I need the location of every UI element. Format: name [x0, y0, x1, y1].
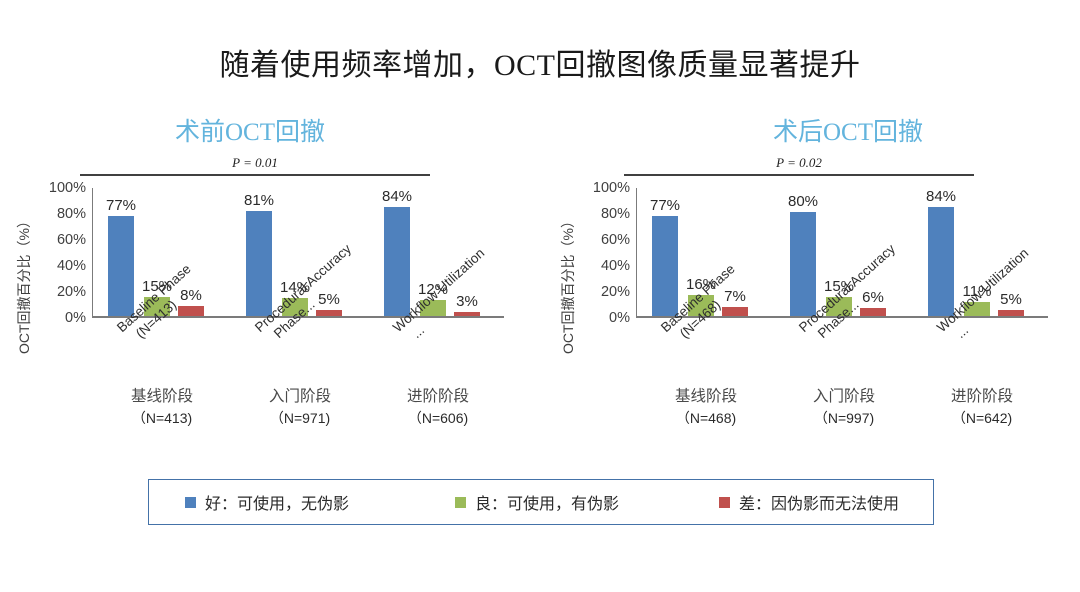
bar-group: 77% 16% 7%: [646, 188, 764, 316]
bar-value-label: 15%: [141, 277, 173, 295]
y-axis-line: [636, 188, 637, 318]
p-value-annotation: P = 0.02: [776, 155, 822, 170]
bar-value-label: 11%: [962, 282, 992, 300]
y-axis-tick-label: 40%: [600, 258, 630, 274]
bar[interactable]: 80%: [788, 193, 818, 316]
bar-value-label: 14%: [279, 278, 311, 296]
category-name: 入门阶段: [812, 388, 875, 405]
category-name: 进阶阶段: [406, 388, 469, 405]
panel-title: 术前OCT回撤: [174, 119, 325, 146]
legend-swatch-fair: [455, 496, 467, 508]
bar[interactable]: 8%: [178, 287, 204, 316]
bar[interactable]: 5%: [998, 291, 1024, 316]
bar[interactable]: 12%: [418, 281, 448, 316]
bar-group: 80% 15% 6%: [784, 188, 902, 316]
y-axis-tick-label: 20%: [600, 284, 630, 300]
bar-value-label: 15%: [823, 277, 855, 295]
bar-value-label: 6%: [862, 289, 884, 307]
bar-value-label: 77%: [649, 196, 681, 214]
category-sample-size: （N=642): [951, 410, 1013, 427]
y-axis-tick-label: 80%: [600, 206, 630, 222]
bar-value-label: 5%: [318, 290, 340, 308]
y-axis-tick-label: 80%: [56, 206, 86, 222]
x-axis-category-label-cn: 入门阶段 （N=971): [230, 386, 370, 429]
bar-value-label: 7%: [724, 287, 746, 305]
y-axis-tick-label: 40%: [56, 258, 86, 274]
category-sample-size: （N=997): [813, 410, 875, 427]
y-axis-tick-label: 100%: [592, 180, 630, 196]
category-name: 基线阶段: [130, 388, 193, 405]
bar[interactable]: 15%: [824, 278, 854, 316]
legend-label: 良：可使用，有伪影: [475, 496, 620, 513]
y-axis-tick-label: 60%: [600, 232, 630, 248]
bar-value-label: 84%: [381, 187, 413, 205]
legend-item[interactable]: 好：可使用，无伪影: [185, 490, 349, 514]
x-axis-category-label-cn: 进阶阶段 （N=642): [912, 386, 1052, 429]
bar-value-label: 12%: [417, 281, 449, 299]
bar[interactable]: 15%: [142, 278, 172, 316]
y-axis-tick-label: 0%: [65, 310, 86, 326]
panel-title: 术后OCT回撤: [772, 119, 923, 146]
legend-label: 好：可使用，无伪影: [205, 496, 350, 513]
bar-group: 77% 15% 8%: [102, 188, 220, 316]
bar-value-label: 5%: [1000, 290, 1022, 308]
bar[interactable]: 84%: [926, 188, 956, 316]
x-axis-category-label-cn: 基线阶段 （N=413): [92, 386, 232, 429]
bar[interactable]: 7%: [722, 288, 748, 316]
p-value-annotation: P = 0.01: [232, 155, 278, 170]
x-axis-category-label-cn: 进阶阶段 （N=606): [368, 386, 508, 429]
plot-area: 100% 80% 60% 40% 20% 0% 77% 16% 7% 80% 15% 6% 84% 11%…: [593, 180, 1048, 326]
legend: 好：可使用，无伪影 良：可使用，有伪影 差：因伪影而无法使用: [148, 479, 934, 525]
category-name: 入门阶段: [268, 388, 331, 405]
category-sample-size: （N=971): [269, 410, 331, 427]
bar[interactable]: 6%: [860, 289, 886, 316]
bar-value-label: 8%: [180, 286, 202, 304]
bar-group: 81% 14% 5%: [240, 188, 358, 316]
legend-item[interactable]: 良：可使用，有伪影: [455, 490, 619, 514]
bar[interactable]: 11%: [963, 283, 991, 316]
x-axis-line: [92, 316, 504, 318]
bar[interactable]: 5%: [316, 291, 342, 316]
bar[interactable]: 14%: [280, 279, 310, 316]
category-name: 基线阶段: [674, 388, 737, 405]
bar-value-label: 77%: [105, 196, 137, 214]
y-axis-tick-label: 0%: [609, 310, 630, 326]
bar[interactable]: 77%: [106, 197, 136, 316]
bar[interactable]: 16%: [686, 276, 716, 316]
legend-item[interactable]: 差：因伪影而无法使用: [719, 490, 899, 514]
y-axis-label: OCT回撤百分比（%）: [16, 214, 32, 354]
bar-group: 84% 11% 5%: [922, 188, 1040, 316]
bar[interactable]: 81%: [244, 192, 274, 316]
x-axis-category-label-cn: 入门阶段 （N=997): [774, 386, 914, 429]
x-axis-line: [636, 316, 1048, 318]
category-sample-size: （N=468): [675, 410, 737, 427]
category-sample-size: （N=413): [131, 410, 193, 427]
bar[interactable]: 77%: [650, 197, 680, 316]
bar-value-label: 3%: [456, 293, 478, 311]
x-axis-category-label-cn: 基线阶段 （N=468): [636, 386, 776, 429]
chart-panel-postop: 术后OCT回撤 OCT回撤百分比（%） P = 0.02 100% 80% 60% 4…: [552, 112, 1072, 442]
legend-label: 差：因伪影而无法使用: [739, 496, 900, 513]
bar[interactable]: 3%: [454, 293, 480, 316]
y-axis-tick-label: 100%: [48, 180, 86, 196]
significance-bracket: P = 0.01: [80, 155, 430, 176]
category-name: 进阶阶段: [950, 388, 1013, 405]
page-title: 随着使用频率增加，OCT回撤图像质量显著提升: [219, 49, 861, 82]
bar-value-label: 84%: [925, 187, 957, 205]
legend-swatch-good: [185, 496, 196, 508]
y-axis-label: OCT回撤百分比（%）: [560, 214, 576, 354]
plot-area: 100% 80% 60% 40% 20% 0% 77% 15% 8% 81% 14% 5% 84% 12%…: [49, 180, 504, 326]
bar-value-label: 80%: [787, 193, 819, 210]
category-sample-size: （N=606): [407, 410, 469, 427]
significance-bracket: P = 0.02: [624, 155, 974, 176]
bar[interactable]: 84%: [382, 188, 412, 316]
chart-panel-preop: 术前OCT回撤 OCT回撤百分比（%） P = 0.01 100% 80% 60% 4…: [8, 112, 528, 520]
bar-group: 84% 12% 3%: [378, 188, 496, 316]
y-axis-tick-label: 20%: [56, 284, 86, 300]
bar-value-label: 81%: [243, 191, 275, 209]
y-axis-line: [92, 188, 93, 318]
y-axis-tick-label: 60%: [56, 232, 86, 248]
legend-swatch-poor: [719, 496, 731, 508]
bar-value-label: 16%: [685, 276, 717, 294]
